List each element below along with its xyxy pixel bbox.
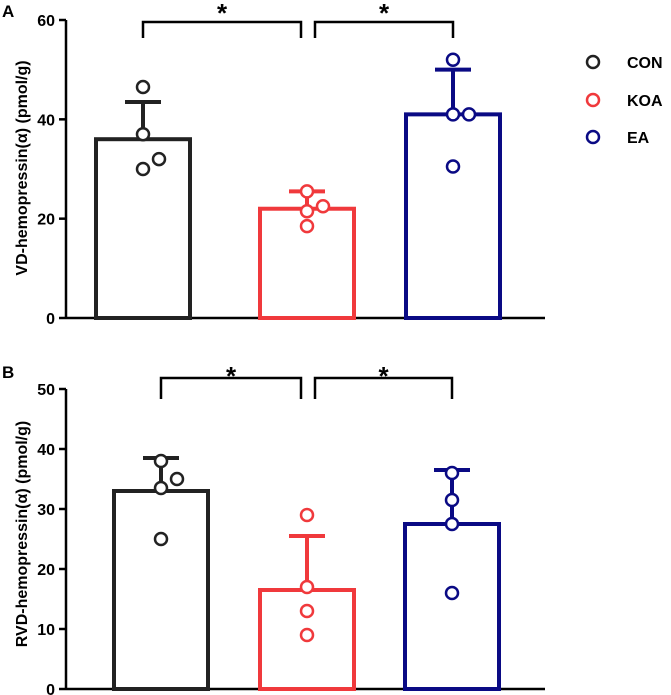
panel-a-point-koa	[299, 218, 315, 234]
panel-b-point-ea	[444, 492, 460, 508]
panel-b-y-tick-label: 40	[37, 442, 55, 459]
legend-item-ea: EA	[585, 129, 650, 147]
panel-b-point-koa	[299, 507, 315, 523]
legend-marker-con	[585, 54, 601, 70]
panel-b-sig-bracket	[159, 376, 303, 399]
panel-b-point-con	[153, 453, 169, 469]
panel-b-bar-ea	[403, 522, 501, 691]
panel-b-point-ea	[444, 585, 460, 601]
panel-a-letter: A	[2, 2, 14, 21]
panel-a-sig-star: *	[379, 0, 390, 28]
panel-b-significance: * *	[159, 361, 454, 399]
panel-a-y-tick-label: 20	[37, 212, 55, 229]
panel-a-bar-ea	[404, 112, 502, 320]
panel-a-point-ea	[445, 52, 461, 67]
legend-label-con: CON	[627, 55, 663, 72]
panel-a-sig-bracket	[313, 20, 455, 38]
panel-b-sig-star: *	[378, 361, 389, 391]
panel-b-y-tick-label: 50	[37, 382, 55, 399]
panel-a-y-tick-label: 40	[37, 112, 55, 129]
panel-b-bars	[112, 456, 501, 691]
panel-a-point-ea	[445, 107, 461, 122]
panel-a-point-con	[135, 79, 151, 95]
panel-a-point-con	[135, 161, 151, 177]
legend-label-ea: EA	[627, 130, 650, 147]
legend-marker-koa	[585, 92, 601, 108]
panel-a-bars	[94, 67, 502, 321]
panel-b-point-con	[153, 480, 169, 496]
panel-b-y-tick-label: 10	[37, 622, 55, 639]
panel-b: B RVD-hemopressin(α) (pmol/g) 0 10 20 30 40 5…	[2, 361, 545, 695]
panel-a-point-koa	[299, 184, 315, 199]
panel-a-point-ea	[445, 159, 461, 174]
panel-b-point-koa	[299, 627, 315, 643]
panel-a-point-koa	[299, 203, 315, 219]
panel-a-point-ea	[461, 107, 477, 122]
panel-a-y-axis-label: VD-hemopressin(α) (pmol/g)	[14, 60, 31, 275]
panel-b-sig-bracket	[313, 376, 454, 399]
panel-b-y-tick-label: 0	[46, 682, 55, 695]
panel-b-point-con	[169, 471, 185, 487]
panel-b-bar-con	[112, 489, 210, 691]
panel-b-point-koa	[299, 603, 315, 619]
legend-label-koa: KOA	[627, 93, 663, 110]
panel-a-points	[135, 52, 477, 234]
legend-item-koa: KOA	[585, 92, 663, 110]
panel-a-point-koa	[315, 199, 331, 214]
panel-a-point-con	[151, 151, 167, 167]
panel-b-letter: B	[2, 363, 14, 382]
panel-b-y-axis-label: RVD-hemopressin(α) (pmol/g)	[14, 421, 31, 647]
panel-a-y-tick-label: 60	[37, 13, 55, 30]
panel-a-y-tick-label: 0	[46, 311, 55, 328]
panel-a-significance: * *	[141, 0, 455, 38]
panel-b-y-tick-label: 30	[37, 502, 55, 519]
panel-b-point-ea	[444, 465, 460, 481]
panel-b-point-koa	[299, 579, 315, 595]
panel-b-points	[153, 453, 460, 643]
legend: CON KOA EA	[585, 54, 663, 147]
panel-b-y-tick-label: 20	[37, 562, 55, 579]
panel-a-sig-star: *	[217, 0, 228, 28]
legend-item-con: CON	[585, 54, 663, 72]
panel-a-point-con	[135, 126, 151, 142]
panel-a-axes: 0 20 40 60	[37, 13, 545, 328]
panel-b-point-con	[153, 531, 169, 547]
legend-marker-ea	[585, 129, 601, 145]
panel-a-sig-bracket	[141, 20, 303, 38]
panel-b-point-ea	[444, 516, 460, 532]
panel-b-sig-star: *	[226, 361, 237, 391]
